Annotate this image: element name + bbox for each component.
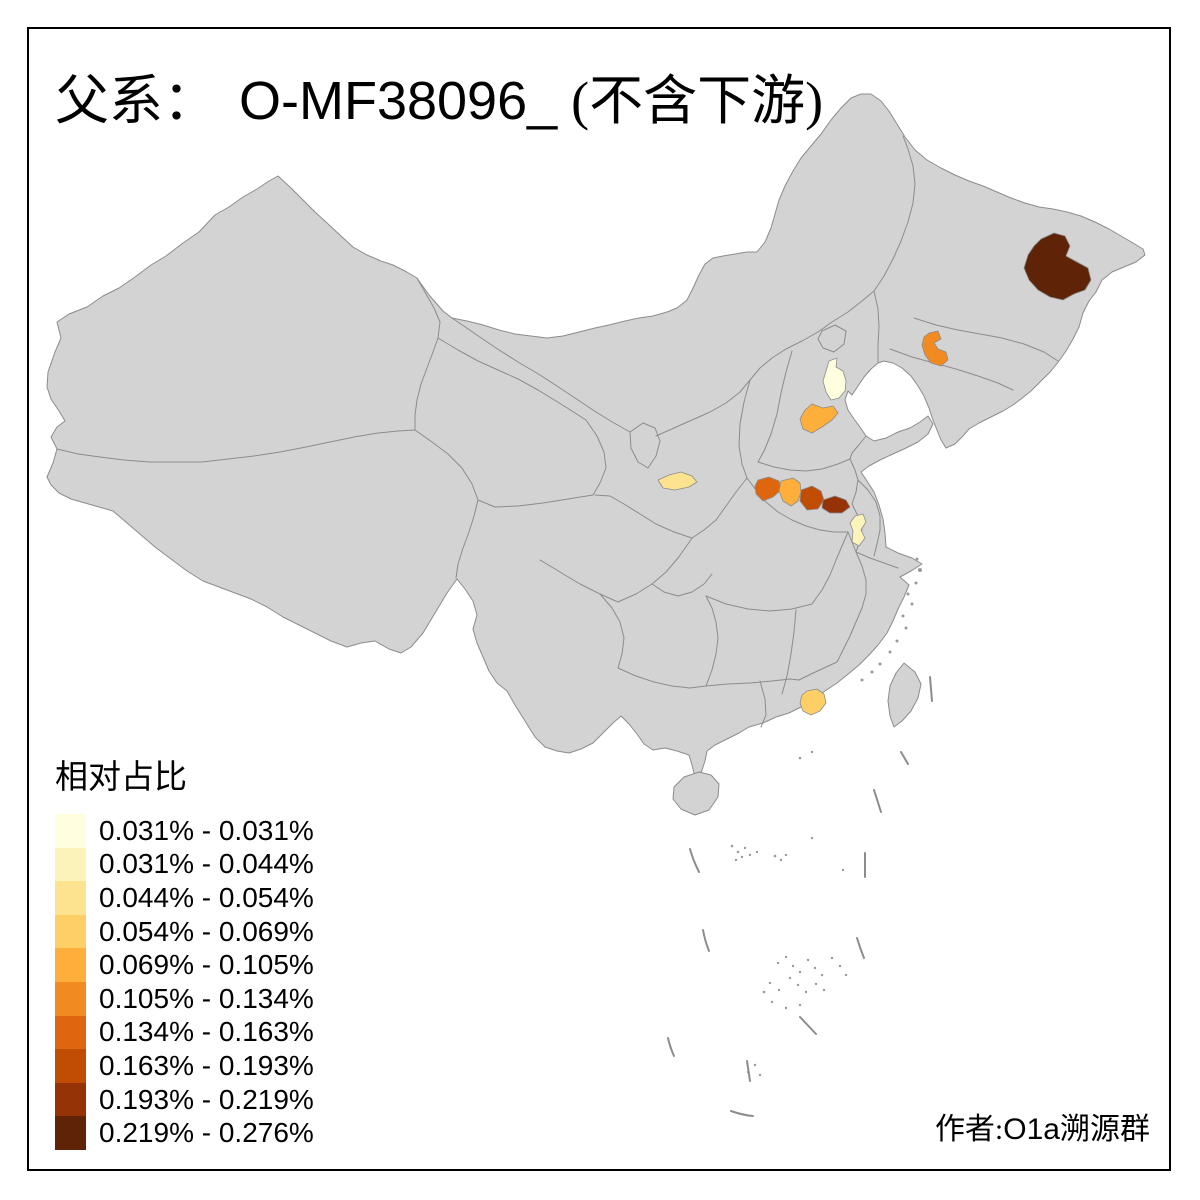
legend-swatch — [55, 948, 86, 982]
legend-item: 0.031% - 0.031% — [55, 814, 314, 848]
taiwan-island — [887, 662, 922, 728]
legend-item: 0.134% - 0.163% — [55, 1015, 314, 1050]
legend-label: 0.031% - 0.044% — [99, 848, 314, 880]
legend-label: 0.105% - 0.134% — [99, 982, 314, 1014]
legend-swatch — [55, 814, 86, 848]
legend-label: 0.031% - 0.031% — [99, 814, 314, 846]
legend: 相对占比 0.031% - 0.031% 0.031% - 0.044% 0.044… — [55, 750, 314, 1150]
legend-rows: 0.031% - 0.031% 0.031% - 0.044% 0.044% - 0… — [55, 814, 314, 1150]
legend-swatch — [55, 1015, 86, 1050]
legend-label: 0.069% - 0.105% — [99, 949, 314, 981]
legend-label: 0.134% - 0.163% — [99, 1016, 314, 1048]
legend-item: 0.105% - 0.134% — [55, 981, 314, 1016]
legend-swatch — [55, 914, 86, 949]
legend-label: 0.193% - 0.219% — [99, 1083, 314, 1115]
legend-item: 0.054% - 0.069% — [55, 914, 314, 949]
legend-swatch — [55, 1082, 86, 1117]
legend-item: 0.031% - 0.044% — [55, 847, 314, 882]
legend-swatch — [55, 981, 86, 1016]
legend-swatch — [55, 881, 86, 915]
title-haplogroup: O-MF38096_ — [239, 71, 558, 131]
region-henan-east2 — [821, 495, 851, 514]
region-henan-east1 — [799, 485, 825, 511]
legend-label: 0.044% - 0.054% — [99, 881, 314, 913]
highlighted-regions — [657, 232, 1092, 716]
region-shaanxi-central — [657, 471, 698, 491]
attribution-prefix: 作者: — [934, 1113, 1004, 1146]
legend-swatch — [55, 1049, 86, 1083]
region-henan-west — [754, 476, 782, 502]
region-heilongjiang-east — [1023, 232, 1092, 301]
title-suffix: (不含下游) — [571, 71, 824, 131]
title-prefix: 父系： — [55, 71, 217, 131]
attribution-suffix: 溯源群 — [1060, 1113, 1150, 1146]
legend-label: 0.219% - 0.276% — [99, 1117, 314, 1149]
legend-item: 0.163% - 0.193% — [55, 1049, 314, 1083]
attribution: 作者:O1a溯源群 — [935, 1104, 1150, 1148]
legend-label: 0.054% - 0.069% — [99, 915, 314, 947]
legend-item: 0.044% - 0.054% — [55, 881, 314, 915]
small-islands — [730, 557, 922, 1077]
legend-item: 0.219% - 0.276% — [55, 1116, 314, 1150]
page-title: 父系： O-MF38096_ (不含下游) — [55, 56, 823, 135]
attribution-code: O1a — [1003, 1113, 1060, 1146]
legend-title: 相对占比 — [55, 760, 187, 796]
mainland-outline — [46, 93, 1146, 778]
legend-item: 0.193% - 0.219% — [55, 1082, 314, 1117]
hainan-island — [672, 771, 720, 816]
region-henan-center — [778, 477, 802, 507]
sea-boundary-dashes — [667, 676, 933, 1117]
legend-swatch — [55, 847, 86, 882]
region-liaoning — [921, 330, 949, 367]
region-hebei-south — [799, 403, 839, 434]
region-guangdong-east — [799, 688, 827, 716]
legend-label: 0.163% - 0.193% — [99, 1049, 314, 1081]
region-anhui-northwest — [849, 513, 867, 547]
legend-item: 0.069% - 0.105% — [55, 948, 314, 982]
legend-swatch — [55, 1116, 86, 1150]
region-tianjin — [822, 357, 847, 401]
